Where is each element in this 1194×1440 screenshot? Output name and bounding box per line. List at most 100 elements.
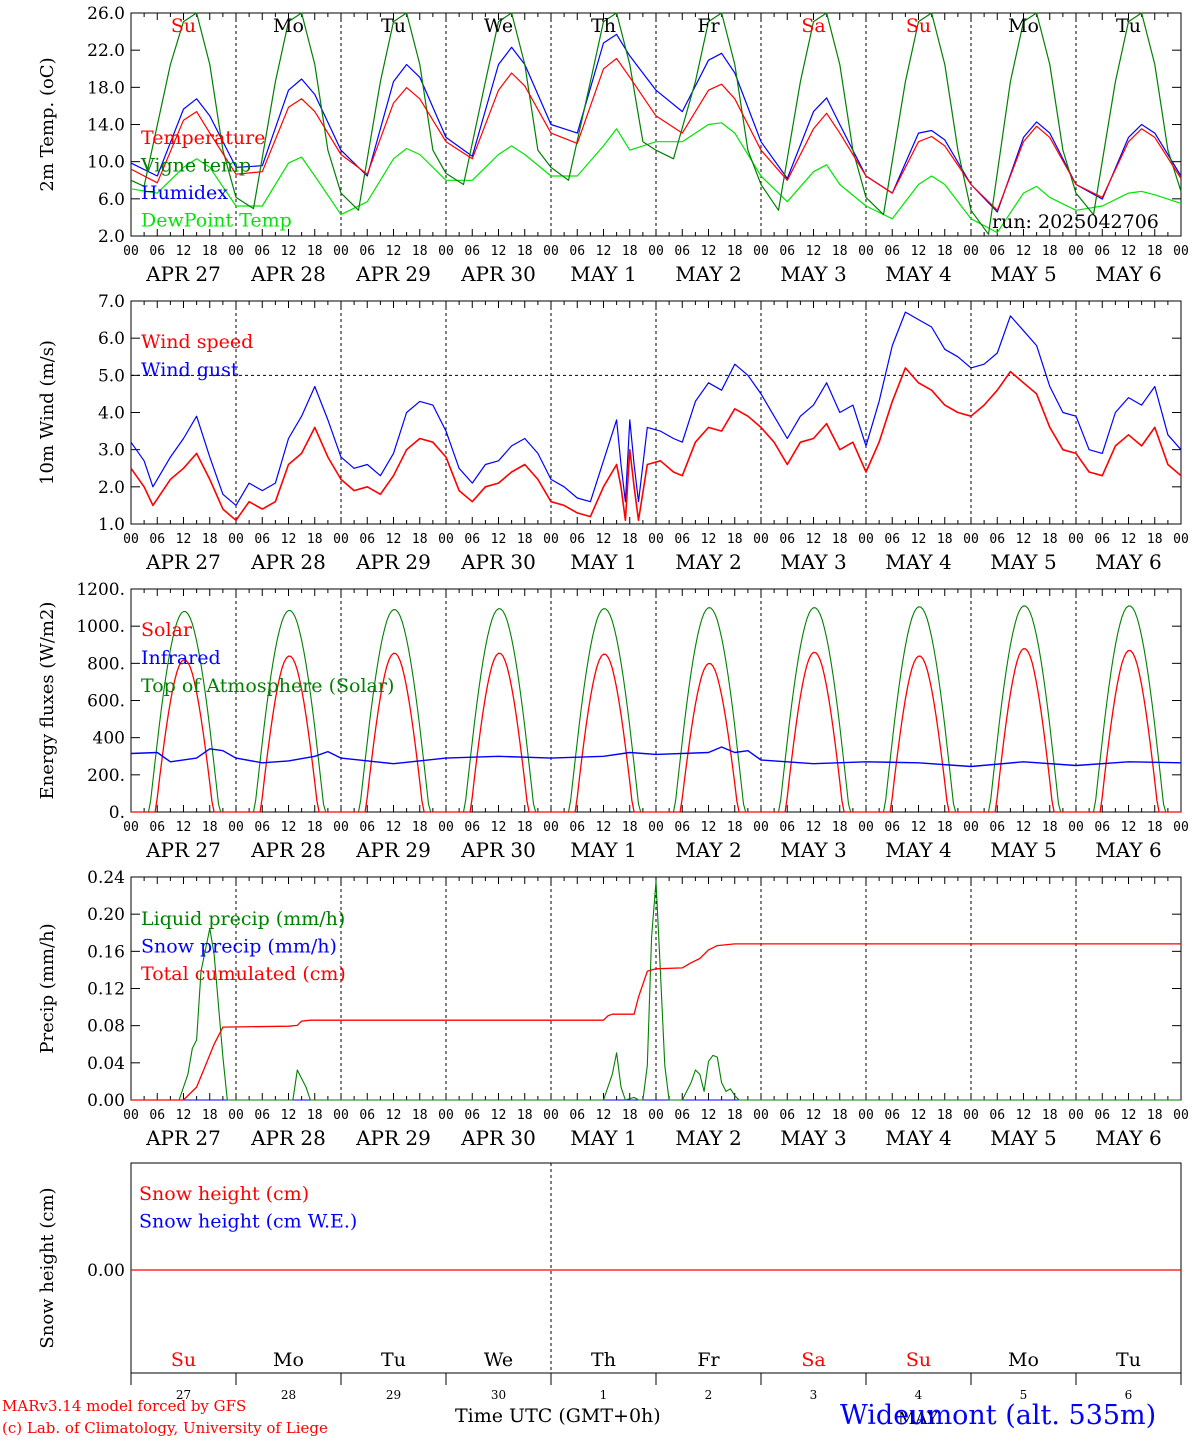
hour-tick-label: 12: [911, 1108, 927, 1123]
date-label: MAY 1: [570, 262, 636, 286]
series-dewpoint-temp: [130, 122, 1182, 234]
hour-tick-label: 12: [281, 244, 297, 259]
snow-day-number: 6: [1125, 1388, 1133, 1402]
hour-tick-label: 06: [674, 820, 690, 835]
date-label: APR 27: [145, 838, 221, 862]
date-label: MAY 6: [1095, 262, 1161, 286]
hour-tick-label: 18: [412, 532, 428, 547]
panel-2-frame: [130, 300, 1182, 525]
hour-tick-label: 06: [149, 1108, 165, 1123]
day-name-label: We: [484, 15, 513, 37]
hour-tick-label: 00: [333, 532, 349, 547]
station-name: Wideumont (alt. 535m): [840, 1400, 1157, 1431]
hour-tick-label: 06: [254, 532, 270, 547]
snow-day-name: Tu: [1116, 1349, 1141, 1371]
date-label: MAY 6: [1095, 550, 1161, 574]
date-label: MAY 3: [780, 550, 846, 574]
date-label: APR 30: [460, 550, 536, 574]
hour-tick-label: 00: [123, 820, 139, 835]
hour-tick-label: 18: [412, 820, 428, 835]
y-axis-label-4: Precip (mm/h): [37, 923, 58, 1053]
hour-tick-label: 18: [727, 1108, 743, 1123]
hour-tick-label: 12: [1016, 244, 1032, 259]
hour-tick-label: 18: [1147, 244, 1163, 259]
legend-1-2: Vigne temp: [140, 155, 251, 177]
hour-tick-label: 00: [438, 532, 454, 547]
hour-tick-label: 00: [648, 244, 664, 259]
date-label: MAY 1: [570, 1126, 636, 1150]
hour-tick-label: 12: [281, 1108, 297, 1123]
day-name-label: Su: [906, 15, 931, 37]
y-tick-label: 2.0: [98, 227, 125, 247]
date-label: APR 29: [355, 838, 431, 862]
date-label: MAY 3: [780, 838, 846, 862]
hour-tick-label: 00: [648, 532, 664, 547]
hour-tick-label: 18: [202, 244, 218, 259]
hour-tick-label: 06: [674, 1108, 690, 1123]
hour-tick-label: 06: [1094, 244, 1110, 259]
snow-day-number: 3: [810, 1388, 818, 1402]
hour-tick-label: 06: [359, 532, 375, 547]
legend-4-3: Total cumulated (cm): [141, 963, 346, 985]
hour-tick-label: 18: [412, 1108, 428, 1123]
snow-day-name: Mo: [273, 1349, 304, 1371]
hour-tick-label: 00: [858, 1108, 874, 1123]
date-label: MAY 2: [675, 262, 741, 286]
snow-day-name: Su: [906, 1349, 931, 1371]
hour-tick-label: 12: [491, 820, 507, 835]
legend-4-2: Snow precip (mm/h): [141, 936, 337, 958]
hour-tick-label: 00: [228, 820, 244, 835]
hour-tick-label: 18: [1042, 820, 1058, 835]
hour-tick-label: 00: [753, 532, 769, 547]
hour-tick-label: 12: [1121, 1108, 1137, 1123]
hour-tick-label: 18: [202, 820, 218, 835]
hour-tick-label: 00: [228, 1108, 244, 1123]
hour-tick-label: 12: [176, 1108, 192, 1123]
hour-tick-label: 00: [438, 244, 454, 259]
y-tick-label: 1200.: [76, 580, 125, 600]
hour-tick-label: 06: [779, 820, 795, 835]
y-tick-label: 0.16: [87, 942, 125, 962]
y-axis-label-5: Snow height (cm): [37, 1187, 58, 1348]
hour-tick-label: 18: [1042, 1108, 1058, 1123]
hour-tick-label: 18: [1042, 532, 1058, 547]
date-label: MAY 4: [885, 262, 951, 286]
legend-5-2: Snow height (cm W.E.): [139, 1211, 357, 1233]
hour-tick-label: 00: [438, 820, 454, 835]
snow-day-name: Th: [591, 1349, 616, 1371]
y-tick-label: 2.0: [98, 478, 125, 498]
date-label: MAY 2: [675, 550, 741, 574]
y-tick-label: 26.0: [87, 4, 125, 24]
hour-tick-label: 12: [281, 820, 297, 835]
hour-tick-label: 12: [491, 532, 507, 547]
hour-tick-label: 06: [569, 1108, 585, 1123]
hour-tick-label: 18: [832, 244, 848, 259]
hour-tick-label: 12: [806, 820, 822, 835]
hour-tick-label: 18: [202, 532, 218, 547]
hour-tick-label: 00: [963, 244, 979, 259]
snow-day-number: 29: [386, 1388, 401, 1402]
date-label: APR 27: [145, 262, 221, 286]
hour-tick-label: 06: [149, 532, 165, 547]
hour-tick-label: 18: [937, 244, 953, 259]
run-label: run: 2025042706: [992, 211, 1159, 233]
date-label: MAY 6: [1095, 1126, 1161, 1150]
hour-tick-label: 12: [596, 820, 612, 835]
hour-tick-label: 18: [832, 820, 848, 835]
series-solar: [131, 648, 1181, 813]
hour-tick-label: 00: [1173, 244, 1189, 259]
hour-tick-label: 06: [1094, 532, 1110, 547]
y-tick-label: 10.0: [87, 153, 125, 173]
hour-tick-label: 00: [333, 820, 349, 835]
hour-tick-label: 18: [1147, 1108, 1163, 1123]
hour-tick-label: 18: [307, 532, 323, 547]
hour-tick-label: 06: [359, 1108, 375, 1123]
hour-tick-label: 12: [386, 1108, 402, 1123]
hour-tick-label: 06: [884, 820, 900, 835]
series-vigne-temp: [130, 12, 1182, 235]
hour-tick-label: 12: [491, 1108, 507, 1123]
hour-tick-label: 12: [1016, 1108, 1032, 1123]
hour-tick-label: 00: [648, 820, 664, 835]
snow-day-number: 27: [176, 1388, 191, 1402]
snow-day-number: 1: [600, 1388, 608, 1402]
